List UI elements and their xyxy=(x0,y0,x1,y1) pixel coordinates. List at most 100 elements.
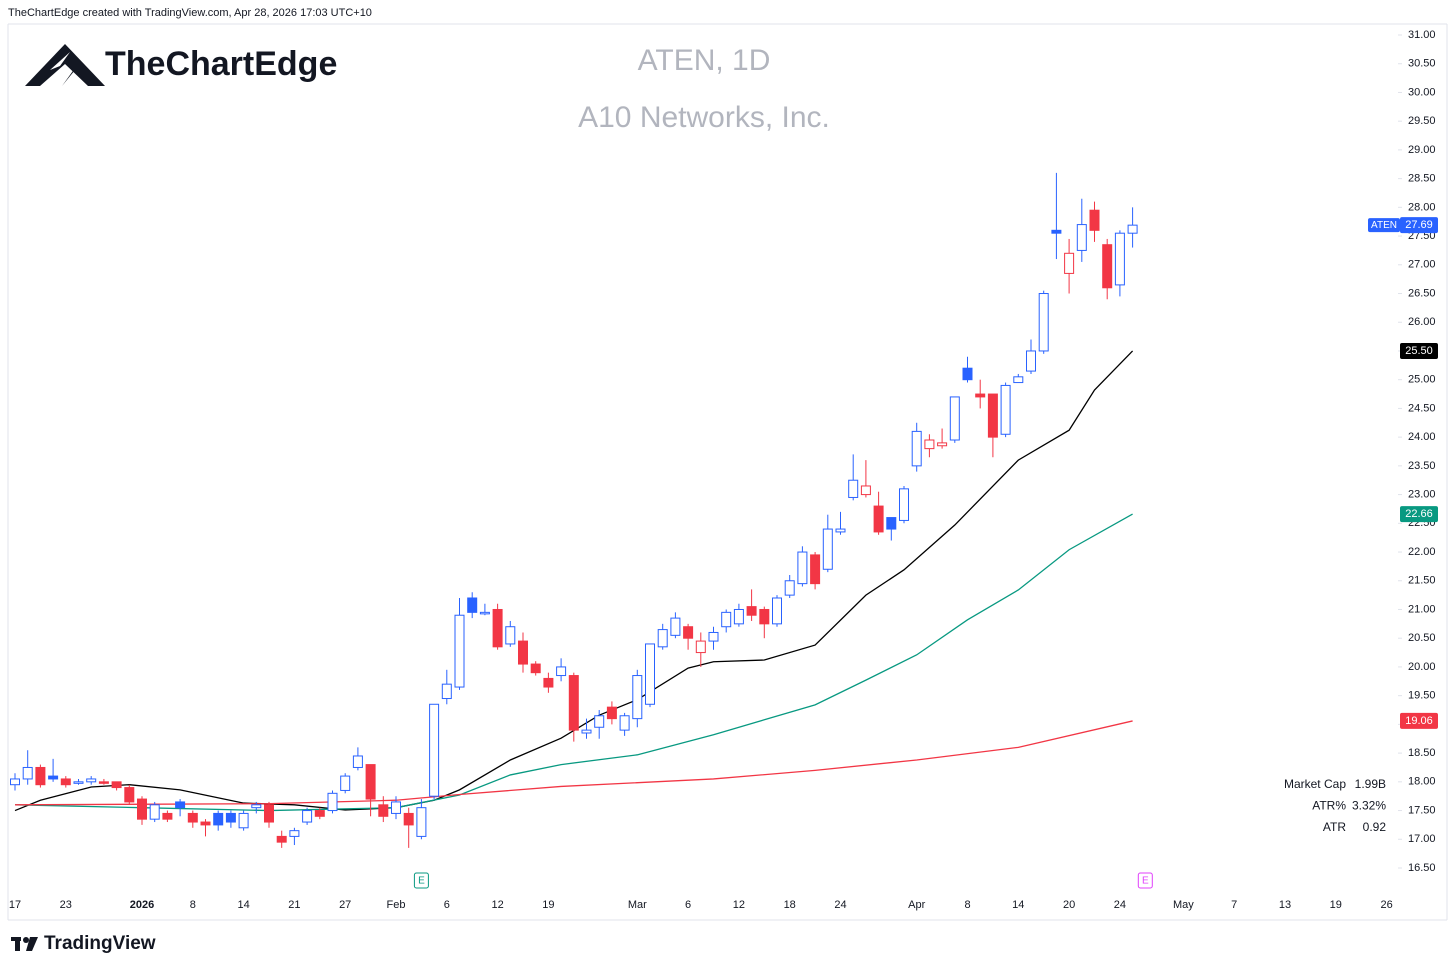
candle-body xyxy=(606,706,617,720)
candle-body xyxy=(352,755,363,768)
symbol-tag-bg xyxy=(1368,218,1400,233)
last-ma: 19.06 xyxy=(1405,715,1433,727)
candle-body xyxy=(987,393,998,438)
last-ma: 22.66 xyxy=(1405,508,1433,520)
moving-average-line xyxy=(14,513,1133,812)
x-tick-label: Apr xyxy=(908,899,925,911)
x-tick-label: 8 xyxy=(190,899,196,911)
frame xyxy=(7,23,1448,921)
x-tick-label: May xyxy=(1173,899,1194,911)
candle-body xyxy=(645,643,655,705)
y-tick-label: 21.50 xyxy=(1408,575,1436,587)
candle-body xyxy=(556,666,567,677)
candle-body xyxy=(327,792,338,812)
y-tick-label: 27.00 xyxy=(1408,259,1436,271)
header: TheChartEdge created with TradingView.co… xyxy=(8,7,372,19)
y-tick-label: 24.50 xyxy=(1408,402,1436,414)
candle-body xyxy=(416,807,427,837)
y-tick-label: 29.00 xyxy=(1408,144,1436,156)
footer-logo xyxy=(11,937,38,951)
candle-body xyxy=(492,608,503,648)
earnings-box[interactable] xyxy=(413,872,429,889)
last-ma: 25.50 xyxy=(1405,345,1433,357)
x-tick-label: 19 xyxy=(542,899,554,911)
candle-body xyxy=(975,393,986,398)
candle-body xyxy=(708,631,719,642)
x-tick-label: 27 xyxy=(339,899,351,911)
x-tick-label: 19 xyxy=(1330,899,1342,911)
candle-body xyxy=(302,810,313,823)
y-tick-label: 17.50 xyxy=(1408,804,1436,816)
candle-body xyxy=(73,781,84,784)
candle-body xyxy=(225,812,236,823)
candle-body xyxy=(187,812,198,823)
x-tick-label: 21 xyxy=(288,899,300,911)
x-tick-label: 13 xyxy=(1279,899,1291,911)
candle-body xyxy=(86,778,97,783)
candle-body xyxy=(657,629,668,648)
candle-body xyxy=(860,485,871,496)
candle-body xyxy=(1089,209,1100,231)
candle-body xyxy=(848,479,859,498)
candle-body xyxy=(873,505,884,533)
y-tick-label: 30.00 xyxy=(1408,86,1436,98)
candle-body xyxy=(391,801,401,814)
y-tick-label: 23.50 xyxy=(1408,460,1436,472)
last-ma-bg xyxy=(1400,342,1438,359)
candle-body xyxy=(1000,384,1011,435)
candle-body xyxy=(378,804,389,817)
candle-body xyxy=(149,804,160,820)
candle-body xyxy=(746,606,757,616)
candle-body xyxy=(886,517,897,530)
candle-body xyxy=(683,626,694,639)
candle-body xyxy=(911,430,922,467)
candle-body xyxy=(619,715,630,731)
y-tick-label: 17.00 xyxy=(1408,833,1436,845)
candle-body xyxy=(137,798,147,820)
stat-value: 1.99B xyxy=(1355,777,1386,791)
candle-body xyxy=(1076,224,1087,251)
candle-body xyxy=(1102,244,1113,289)
candle-body xyxy=(200,821,211,826)
candle-body xyxy=(276,835,287,843)
x-tick-label: 2026 xyxy=(130,899,154,911)
stat-value: 3.32% xyxy=(1352,799,1386,813)
candle-body xyxy=(175,801,186,809)
y-tick-label: 16.50 xyxy=(1408,862,1436,874)
candle-body xyxy=(238,812,249,829)
candle-body xyxy=(962,367,973,381)
x-tick-label: 23 xyxy=(60,899,72,911)
brand-logo xyxy=(25,44,105,86)
candle-body xyxy=(1114,232,1125,286)
x-tick-label: Mar xyxy=(628,899,647,911)
candle-body xyxy=(1064,252,1075,274)
candle-body xyxy=(784,580,795,596)
candle-body xyxy=(1013,376,1024,384)
candle-body xyxy=(797,551,808,585)
x-tick-label: 18 xyxy=(784,899,796,911)
candle-body xyxy=(60,778,71,786)
y-tick-label: 26.50 xyxy=(1408,287,1436,299)
y-tick-label: 18.00 xyxy=(1408,776,1436,788)
stat-label: Market Cap xyxy=(1284,777,1346,791)
y-tick-label: 21.00 xyxy=(1408,603,1436,615)
candle-body xyxy=(733,608,744,625)
candle-body xyxy=(810,554,821,585)
earnings-box[interactable] xyxy=(1137,872,1153,889)
candle-body xyxy=(340,775,351,791)
chart-title: ATEN, 1D xyxy=(638,44,771,77)
candle-body xyxy=(314,810,325,817)
candle-body xyxy=(124,787,135,803)
candle-body xyxy=(695,640,706,654)
y-tick-label: 30.50 xyxy=(1408,58,1436,70)
candle-body xyxy=(822,528,833,570)
candle-body xyxy=(632,675,643,720)
candle-body xyxy=(505,626,516,645)
candle-body xyxy=(162,812,173,820)
candle-body xyxy=(721,611,732,628)
candle-body xyxy=(949,396,960,441)
last-price: 27.69 xyxy=(1405,219,1433,231)
candle-body xyxy=(365,764,376,800)
y-tick-label: 18.50 xyxy=(1408,747,1436,759)
candle-body xyxy=(670,617,681,636)
